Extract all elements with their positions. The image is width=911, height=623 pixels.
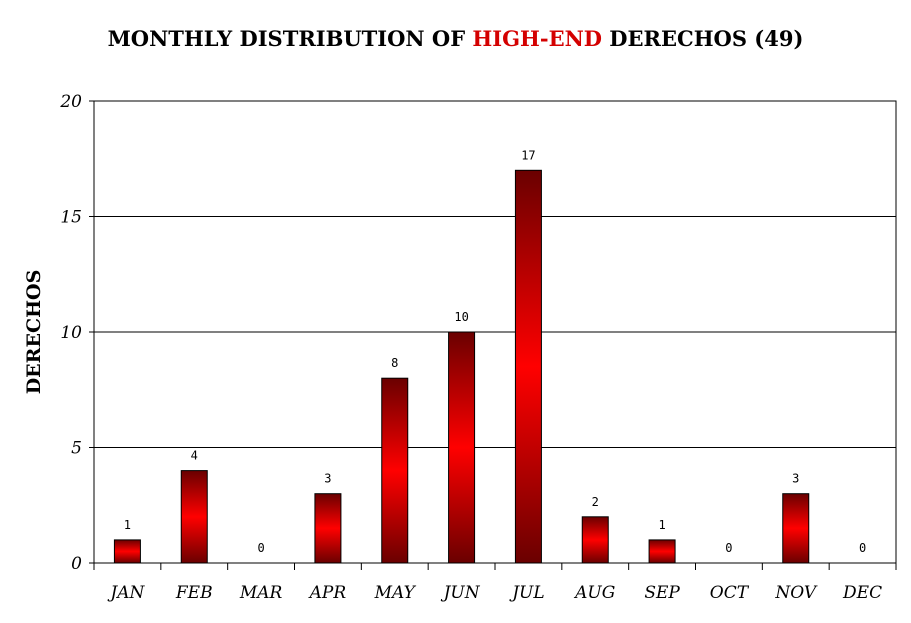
title-part-3: DERECHOS (49) — [602, 26, 804, 51]
bar-jul — [514, 169, 542, 564]
y-tick-label: 20 — [59, 92, 82, 112]
data-label-jul: 17 — [521, 148, 535, 162]
data-label-feb: 4 — [191, 449, 198, 463]
data-label-jan: 1 — [124, 518, 131, 532]
x-tick-label-feb: FEB — [175, 583, 213, 603]
x-tick-label-jan: JAN — [107, 583, 145, 603]
x-tick-label-mar: MAR — [239, 583, 283, 603]
bar-apr — [314, 493, 342, 564]
data-label-may: 8 — [391, 356, 398, 370]
data-label-mar: 0 — [257, 541, 264, 555]
x-tick-label-jul: JUL — [509, 583, 544, 603]
x-tick-label-aug: AUG — [573, 583, 615, 603]
bar-nov — [782, 493, 810, 564]
x-tick-label-jun: JUN — [441, 583, 481, 603]
data-label-aug: 2 — [592, 495, 599, 509]
bar-jan — [113, 539, 141, 564]
x-tick-label-may: MAY — [374, 583, 417, 603]
chart-title: MONTHLY DISTRIBUTION OF HIGH-END DERECHO… — [0, 26, 911, 51]
x-tick-label-oct: OCT — [710, 583, 750, 603]
y-tick-label: 15 — [60, 208, 82, 228]
x-tick-label-apr: APR — [308, 583, 347, 603]
x-tick-label-sep: SEP — [644, 583, 680, 603]
bar-sep — [648, 539, 676, 564]
bar-jun — [448, 331, 476, 564]
y-tick-label: 5 — [71, 439, 82, 459]
x-tick-label-dec: DEC — [842, 583, 882, 603]
bar-may — [381, 377, 409, 564]
title-part-1: MONTHLY DISTRIBUTION OF — [107, 26, 473, 51]
data-label-nov: 3 — [792, 472, 799, 486]
x-tick-label-nov: NOV — [774, 583, 818, 603]
data-label-oct: 0 — [725, 541, 732, 555]
data-label-apr: 3 — [324, 472, 331, 486]
bar-feb — [180, 470, 208, 564]
data-label-sep: 1 — [658, 518, 665, 532]
data-label-jun: 10 — [454, 310, 468, 324]
title-highlight: HIGH-END — [472, 26, 602, 51]
y-tick-label: 10 — [60, 323, 82, 343]
data-label-dec: 0 — [859, 541, 866, 555]
y-tick-label: 0 — [71, 554, 82, 574]
bar-aug — [581, 516, 609, 564]
